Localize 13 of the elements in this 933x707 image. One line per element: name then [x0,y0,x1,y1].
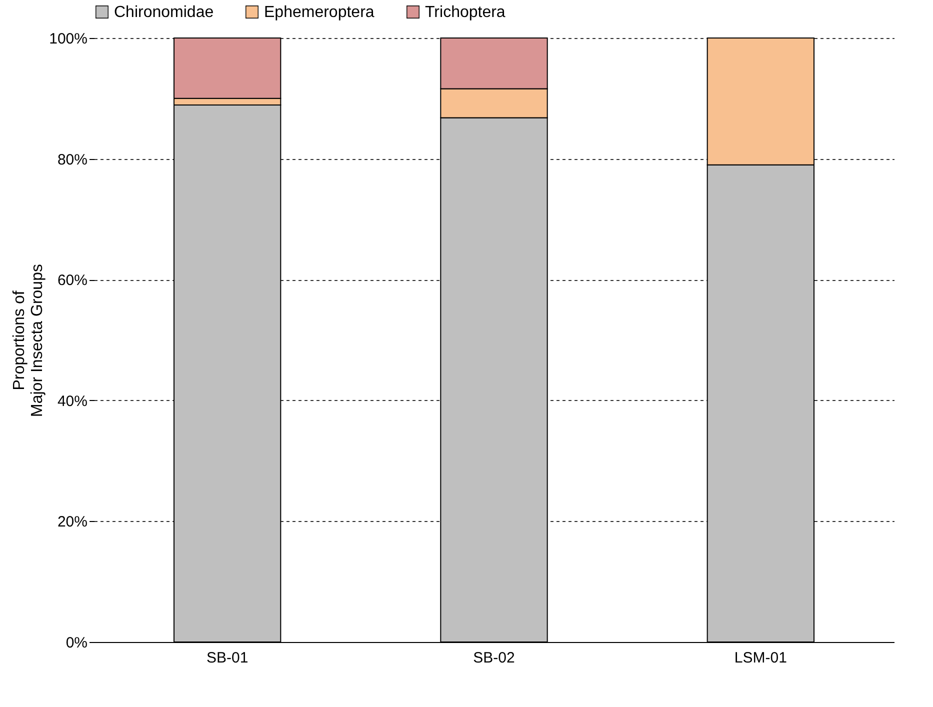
x-tick-label: SB-02 [473,650,515,666]
y-tick-label: 40% [57,392,88,410]
legend-label: Trichoptera [425,4,506,21]
x-tick-label: LSM-01 [734,650,787,666]
y-tick-label: 60% [57,272,88,290]
y-axis-title: Proportions of Major Insecta Groups [11,264,46,417]
y-tick-label: 20% [57,514,88,531]
legend-label: Ephemeroptera [264,4,374,21]
y-tick-label: 100% [49,30,88,48]
x-tick-label: SB-01 [206,650,248,666]
y-tick-label: 0% [66,634,88,652]
y-tick-label: 80% [57,151,88,168]
legend-label: Chironomidae [114,4,214,21]
